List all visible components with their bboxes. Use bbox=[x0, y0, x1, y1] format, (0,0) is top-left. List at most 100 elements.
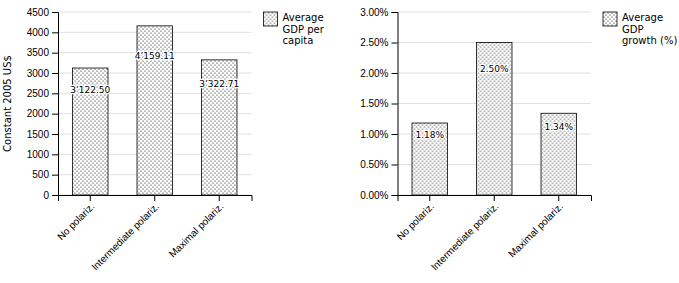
x-tick-label: Intermediate polariz. bbox=[89, 201, 161, 273]
y-axis: 0 500 1000 1500 2000 2500 3000 3500 4000 4500 bbox=[27, 7, 59, 201]
y-tick-label: 0.00% bbox=[360, 190, 388, 201]
y-tick-label: 2.50% bbox=[360, 37, 388, 48]
y-tick-mark bbox=[392, 73, 398, 74]
y-tick-label: 1.50% bbox=[360, 98, 388, 109]
y-axis: 0.00% 0.50% 1.00% 1.50% 2.00% 2.50% 3.00% bbox=[360, 7, 398, 201]
legend-swatch bbox=[264, 12, 278, 26]
x-tick: Intermediate polariz. bbox=[89, 195, 161, 273]
y-tick-mark bbox=[52, 12, 58, 13]
x-tick-label: Maximal polariz. bbox=[506, 201, 565, 260]
bars bbox=[73, 26, 237, 195]
y-tick-mark bbox=[392, 12, 398, 13]
legend: AverageGDPgrowth (%) bbox=[603, 12, 677, 46]
y-tick: 1500 bbox=[27, 129, 58, 140]
data-label: 2.50% bbox=[480, 64, 509, 74]
x-tick-label: Maximal polariz. bbox=[167, 201, 226, 260]
y-tick: 1000 bbox=[27, 149, 58, 160]
y-tick-label: 500 bbox=[32, 169, 49, 180]
grid-line bbox=[398, 12, 592, 13]
x-tick: No polariz. bbox=[55, 195, 97, 242]
y-tick: 0 bbox=[43, 190, 58, 201]
y-tick-label: 1500 bbox=[27, 129, 50, 140]
y-tick-label: 4000 bbox=[27, 27, 50, 38]
grid-line bbox=[58, 12, 252, 13]
y-tick: 4000 bbox=[27, 27, 58, 38]
x-tick-mark bbox=[494, 195, 495, 201]
y-tick-label: 3500 bbox=[27, 47, 50, 58]
legend-item: AverageGDP percapita bbox=[264, 12, 325, 46]
y-tick-mark bbox=[52, 53, 58, 54]
y-tick: 0.50% bbox=[360, 159, 397, 170]
y-tick: 2000 bbox=[27, 108, 58, 119]
chart-panel: 1.18% 2.50% 1.34% No polariz.Intermediate p… bbox=[360, 7, 677, 273]
x-tick-mark bbox=[558, 195, 559, 201]
x-tick-mark bbox=[90, 195, 91, 201]
y-tick-label: 0.50% bbox=[360, 159, 388, 170]
x-tick-mark bbox=[429, 195, 430, 201]
bar bbox=[477, 43, 512, 196]
y-tick-mark bbox=[392, 195, 398, 196]
x-axis: No polariz.Intermediate polariz.Maximal … bbox=[55, 195, 252, 273]
y-tick-label: 2500 bbox=[27, 88, 50, 99]
y-tick: 3000 bbox=[27, 68, 58, 79]
y-tick: 2.00% bbox=[360, 68, 397, 79]
y-axis-title: Constant 2005 US$ bbox=[2, 55, 13, 152]
bar bbox=[412, 123, 447, 195]
data-label: 1.18% bbox=[415, 130, 444, 140]
legend-label: AverageGDPgrowth (%) bbox=[622, 12, 677, 46]
y-axis-line bbox=[392, 13, 399, 196]
y-tick-label: 3000 bbox=[27, 68, 50, 79]
y-tick-mark bbox=[52, 195, 58, 196]
x-axis-line bbox=[398, 196, 592, 202]
x-tick: Intermediate polariz. bbox=[429, 195, 501, 273]
bar bbox=[541, 113, 576, 195]
x-axis: No polariz.Intermediate polariz.Maximal … bbox=[395, 195, 592, 273]
y-tick-mark bbox=[392, 165, 398, 166]
legend-swatch bbox=[603, 12, 617, 26]
data-labels: 1.18% 2.50% 1.34% bbox=[415, 64, 573, 140]
data-label: 3’122.50 bbox=[70, 85, 110, 95]
y-tick: 500 bbox=[32, 169, 58, 180]
y-axis-line bbox=[52, 13, 59, 196]
chart-panel: 3’122.504’159.113’322.71No polariz.Inter… bbox=[2, 7, 325, 273]
x-tick-label: No polariz. bbox=[395, 201, 437, 243]
grid bbox=[58, 12, 252, 195]
y-tick-mark bbox=[52, 134, 58, 135]
x-tick-label: Intermediate polariz. bbox=[429, 201, 501, 273]
y-tick: 1.00% bbox=[360, 129, 397, 140]
y-tick-mark bbox=[52, 73, 58, 74]
x-tick: Maximal polariz. bbox=[506, 195, 565, 260]
y-tick-label: 2.00% bbox=[360, 68, 388, 79]
y-tick-mark bbox=[392, 43, 398, 44]
y-tick-mark bbox=[392, 134, 398, 135]
y-tick-mark bbox=[52, 32, 58, 33]
y-tick: 1.50% bbox=[360, 98, 397, 109]
y-tick-label: 2000 bbox=[27, 108, 50, 119]
x-tick-mark bbox=[154, 195, 155, 201]
grid bbox=[398, 12, 592, 195]
x-tick-label: No polariz. bbox=[55, 201, 97, 243]
x-tick-mark bbox=[219, 195, 220, 201]
y-tick: 4500 bbox=[27, 7, 58, 18]
y-tick-label: 3.00% bbox=[360, 7, 388, 18]
y-tick-label: 4500 bbox=[27, 7, 50, 18]
data-labels: 3’122.504’159.113’322.71 bbox=[70, 51, 239, 96]
chart-canvas: 3’122.504’159.113’322.71No polariz.Inter… bbox=[0, 0, 679, 283]
y-tick: 3.00% bbox=[360, 7, 397, 18]
data-label: 1.34% bbox=[544, 122, 573, 132]
y-tick-mark bbox=[392, 104, 398, 105]
y-tick: 2500 bbox=[27, 88, 58, 99]
x-axis-line bbox=[59, 196, 253, 202]
y-tick-label: 0 bbox=[43, 190, 49, 201]
legend-label: AverageGDP percapita bbox=[283, 12, 325, 46]
y-tick: 0.00% bbox=[360, 190, 397, 201]
x-tick: Maximal polariz. bbox=[167, 195, 226, 260]
y-tick-label: 1000 bbox=[27, 149, 50, 160]
y-tick-mark bbox=[52, 114, 58, 115]
y-tick-label: 1.00% bbox=[360, 129, 388, 140]
y-tick: 3500 bbox=[27, 47, 58, 58]
bars bbox=[412, 43, 576, 196]
data-label: 4’159.11 bbox=[135, 51, 175, 61]
y-tick-mark bbox=[52, 93, 58, 94]
y-tick-mark bbox=[52, 175, 58, 176]
